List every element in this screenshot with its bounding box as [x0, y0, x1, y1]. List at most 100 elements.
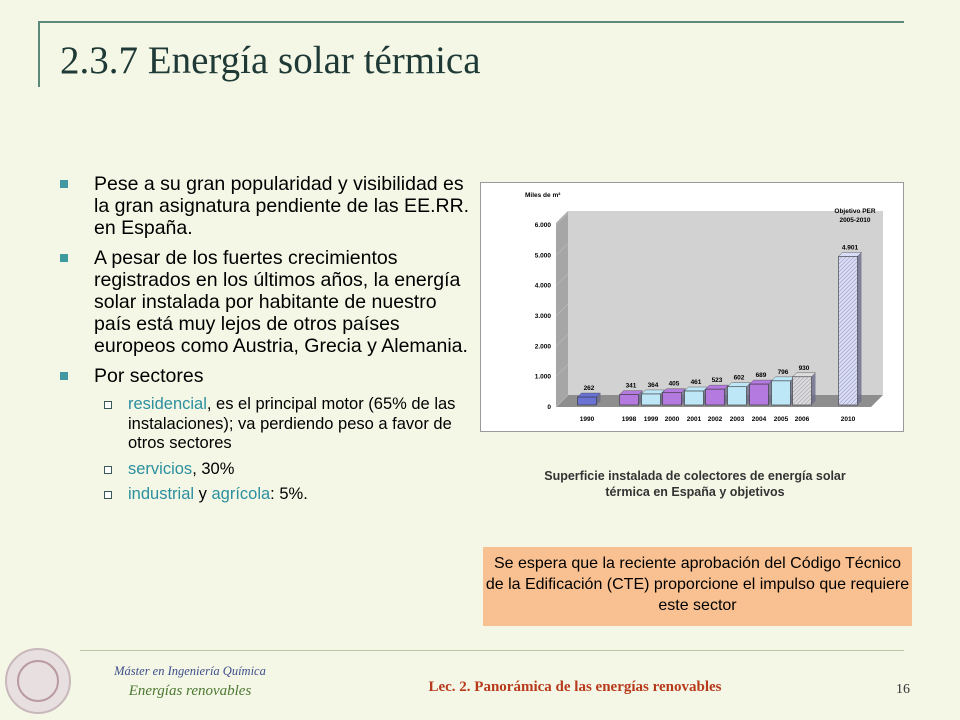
university-seal-logo: [5, 648, 71, 714]
solar-area-chart: 0 1.000 2.000 3.000 4.000 5.000 6.000 262 1990 3…: [525, 192, 883, 423]
bar-hatch: [838, 325, 858, 345]
data-label: 523: [712, 377, 723, 384]
bar-hatch: [838, 317, 858, 337]
page-number: 16: [896, 682, 910, 697]
bullet-text: A pesar de los fuertes crecimientos regi…: [94, 247, 468, 357]
seal-ring: [17, 660, 59, 702]
footer-course: Energías renovables: [128, 683, 252, 699]
grid-line: [555, 273, 569, 286]
sector-term: residencial: [128, 395, 207, 413]
bar-2004: [749, 383, 769, 406]
bar-hatch: [838, 261, 858, 281]
y-tick-label: 6.000: [535, 222, 552, 229]
bullet-popularity: Pese a su gran popularidad y visibilidad…: [60, 173, 470, 239]
cte-note-box: Se espera que la reciente aprobación del…: [483, 547, 912, 626]
title-frame-top: [38, 21, 904, 23]
chart-ylabel: Miles de m²: [525, 192, 561, 199]
data-label: 796: [778, 369, 789, 376]
bar-hatch: [838, 256, 855, 273]
bar-2002: [705, 388, 725, 406]
grid-line: [555, 303, 569, 317]
cte-note-text: Se espera que la reciente aprobación del…: [485, 555, 910, 614]
data-label: 364: [648, 382, 659, 389]
bar-hatch: [792, 377, 812, 397]
bar-hatch: [838, 313, 858, 333]
bar-top: [619, 390, 643, 395]
bar-top: [641, 389, 665, 395]
bar-2003: [727, 386, 747, 406]
bar-hatch: [808, 401, 812, 406]
data-label: 341: [626, 383, 637, 390]
grid-line: [555, 243, 569, 256]
chart-back-wall: [568, 211, 883, 395]
bar-top: [838, 252, 862, 257]
grid-line: [555, 394, 569, 408]
bar-hatch: [838, 329, 858, 349]
bar-hatch: [838, 369, 858, 389]
footer-divider: [80, 650, 904, 651]
data-label: 405: [669, 381, 680, 388]
bullet-growth: A pesar de los fuertes crecimientos regi…: [60, 247, 470, 357]
bar-hatch: [838, 373, 858, 393]
sector-text: y: [194, 485, 212, 503]
grid-line: [555, 364, 569, 377]
bar-top: [771, 376, 795, 382]
x-tick-label: 2010: [841, 416, 856, 423]
chart-annotation-line2: 2005-2010: [839, 217, 870, 224]
bar-2005: [771, 380, 791, 406]
bar-top: [577, 392, 601, 398]
bar-hatch: [838, 345, 858, 365]
bullet-marker: [60, 254, 68, 262]
bar-hatch: [792, 385, 812, 405]
bar-hatch: [792, 376, 801, 385]
bar-hatch: [838, 365, 858, 385]
bar-1990: [577, 396, 597, 406]
bullet-marker: [60, 372, 68, 380]
sub-bullet-marker: [104, 465, 112, 474]
sub-bullet-marker: [104, 491, 112, 499]
bullet-marker: [60, 180, 68, 188]
footer-program: Máster en Ingeniería Química: [114, 664, 266, 678]
bar-hatch: [838, 293, 858, 313]
chart-caption: Superficie instalada de colectores de en…: [490, 468, 900, 500]
bar-side: [857, 252, 862, 405]
data-label: 461: [691, 379, 702, 386]
bar-hatch: [792, 376, 797, 381]
x-tick-label: 1999: [644, 416, 659, 423]
bar-hatch: [838, 361, 858, 381]
y-tick-label: 2.000: [535, 343, 552, 350]
sector-text: : 5%.: [270, 485, 308, 503]
y-tick-label: 1.000: [535, 374, 552, 381]
bar-hatch: [804, 397, 812, 406]
sector-term: servicios: [128, 459, 193, 478]
chart-caption-line1: Superficie instalada de colectores de en…: [544, 469, 846, 483]
bar-hatch: [838, 309, 858, 329]
bar-hatch: [796, 389, 812, 406]
bar-top: [727, 382, 751, 387]
y-tick-label: 4.000: [535, 283, 552, 290]
bar-2001: [684, 390, 704, 406]
data-label: 930: [799, 365, 810, 372]
bullet-list: Pese a su gran popularidad y visibilidad…: [60, 173, 470, 511]
sector-term: industrial: [128, 485, 195, 503]
bar-hatch: [838, 257, 858, 277]
bar-hatch: [853, 401, 858, 406]
bar-side: [811, 372, 816, 405]
bar-1999: [641, 393, 661, 406]
sector-term: agrícola: [211, 485, 271, 503]
bar-hatch: [838, 269, 858, 289]
x-tick-label: 2006: [795, 416, 810, 423]
bar-hatch: [838, 289, 858, 309]
bar-hatch: [838, 297, 858, 317]
bar-2000: [662, 392, 682, 406]
bar-hatch: [838, 353, 858, 373]
bar-hatch: [849, 397, 858, 406]
chart-annotation-line1: Objetivo PER: [834, 208, 875, 215]
x-tick-label: 1998: [622, 416, 637, 423]
x-tick-label: 2001: [687, 416, 702, 423]
bar-hatch: [838, 256, 847, 265]
x-tick-label: 2004: [752, 416, 767, 423]
bar-side: [596, 393, 601, 405]
bar-hatch: [838, 349, 858, 369]
bullet-text: Pese a su gran popularidad y visibilidad…: [94, 173, 470, 239]
